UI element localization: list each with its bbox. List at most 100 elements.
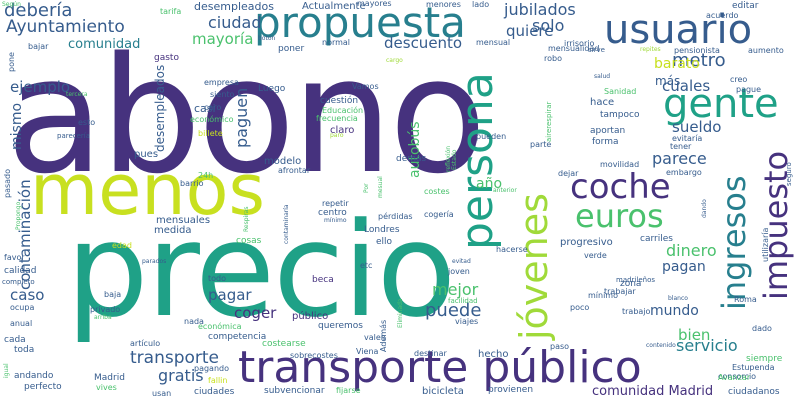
word-consorcio: consorcio (718, 373, 756, 381)
word-cogeria: cogería (424, 211, 454, 219)
word-mas-text: más (655, 74, 681, 88)
word-bien: bien (678, 328, 710, 343)
word-pone-text: pone (7, 52, 16, 72)
word-boton-text: botón (258, 35, 276, 42)
word-andando: andando (14, 372, 53, 381)
word-arriba: arriba (94, 315, 112, 321)
word-servicio-text: servicio (676, 336, 738, 355)
word-competencia-text: competencia (208, 332, 267, 342)
word-reflexion: reflexión (445, 146, 452, 172)
word-precio: precio (66, 205, 456, 335)
word-pareceria-text: parecería (57, 132, 91, 140)
word-contenido-text: contenido (646, 342, 676, 349)
word-metro: metro (672, 52, 726, 70)
word-eliminada: Eliminada (397, 298, 404, 328)
word-barrio-text: barrio (180, 179, 204, 188)
word-propongo: Propongo (15, 202, 22, 230)
word-mensuales: mensuales (156, 216, 210, 226)
word-valen: valen (364, 334, 386, 342)
word-repites-text: repites (640, 46, 661, 53)
word-gasto: gasto (154, 54, 179, 63)
word-tener-text: tener (670, 142, 692, 151)
word-cada: cada (4, 336, 26, 345)
word-parte: parte (530, 141, 551, 149)
word-aportan: aportan (590, 127, 625, 136)
word-caso: caso (10, 288, 44, 303)
word-embargo-text: embargo (666, 168, 702, 177)
word-poner-text: poner (278, 44, 305, 54)
word-forma-text: forma (592, 137, 619, 147)
word-creo-text: creo (730, 75, 748, 84)
word-sirve-text: sirve (588, 46, 605, 54)
word-progresivo-text: progresivo (560, 237, 613, 248)
word-roma-text: Roma (734, 295, 757, 304)
word-perdidas: pérdidas (378, 213, 413, 221)
word-demas: demás (396, 155, 426, 164)
word-joven: joven (448, 268, 470, 276)
word-tercera: tercera (66, 92, 88, 98)
word-subvencionar-text: subvencionar (264, 386, 325, 396)
word-mismo-text: mismo (9, 102, 25, 150)
word-gente-text: gente (663, 81, 779, 127)
word-pensionista: pensionista (674, 47, 720, 55)
word-estado: Estado (451, 150, 458, 170)
word-jovenes: jóvenes (512, 193, 556, 340)
word-carriles-text: carriles (640, 234, 673, 244)
word-roma: Roma (734, 296, 757, 304)
word-mejor-text: mejor (432, 280, 479, 299)
word-ocupa: ocupa (10, 304, 34, 312)
word-normal: normal (322, 39, 350, 47)
word-embargo: embargo (666, 169, 702, 177)
word-luego: Luego (258, 85, 285, 94)
word-evitaria-text: evitaría (672, 134, 703, 143)
word-euros-text: euros (575, 197, 664, 235)
word-afrontar: afrontar (278, 167, 310, 175)
word-descuento-text: descuento (384, 34, 463, 52)
word-etc: etc (360, 262, 372, 270)
word-autobus: autobús (407, 121, 423, 178)
word-queremos-text: queremos (318, 321, 363, 331)
word-pone: pone (7, 52, 16, 72)
word-claro: claro (330, 126, 354, 136)
word-cargo: cargo (386, 58, 403, 64)
word-londres: Londres (364, 226, 400, 235)
word-24h: 24h (198, 172, 213, 180)
word-fijarse: fijarse (336, 387, 361, 395)
word-paso-text: paso (550, 342, 570, 351)
word-repetir-text: repetir (322, 199, 349, 208)
word-tarifa-text: tarifa (160, 7, 182, 16)
word-caro: caro (204, 104, 221, 112)
word-nada-text: nada (184, 317, 204, 326)
word-estupenda: Estupenda (732, 364, 774, 372)
word-avanzar: Avanzar (718, 374, 750, 382)
word-usan: usan (152, 390, 171, 398)
word-pagar: pagar (208, 288, 252, 303)
word-editar: editar (732, 2, 759, 11)
word-facilidad-text: facilidad (448, 297, 478, 305)
word-aumento: aumento (748, 47, 784, 55)
word-anual-text: anual (10, 319, 33, 328)
word-pensionista-text: pensionista (674, 46, 720, 55)
word-persona-text: persona (452, 72, 503, 250)
word-ciudades: ciudades (194, 388, 234, 397)
word-editar-text: editar (732, 1, 759, 11)
word-ayuntamiento-text: Ayuntamiento (6, 17, 125, 37)
word-evitaria: evitaría (672, 135, 702, 143)
word-esto: esto (78, 119, 95, 127)
word-subvencionar: subvencionar (264, 387, 325, 396)
word-esto-text: esto (78, 118, 96, 127)
word-repites: repites (640, 47, 661, 53)
word-todo: todo (208, 275, 226, 283)
word-zona: zona (620, 280, 641, 289)
word-sueldo: sueldo (672, 120, 721, 135)
word-nada: nada (184, 318, 204, 326)
word-avanzar-text: Avanzar (718, 373, 751, 382)
word-movilidad-text: movilidad (600, 160, 640, 169)
word-ejemplo-text: ejemplo (10, 78, 71, 96)
word-valen-text: valen (364, 333, 386, 342)
word-ciudadanos: ciudadanos (728, 388, 780, 397)
word-billete: billete (198, 130, 223, 138)
word-madrilenos-text: madrileños (616, 276, 655, 284)
word-airerespirar: airerespirar (545, 102, 553, 142)
